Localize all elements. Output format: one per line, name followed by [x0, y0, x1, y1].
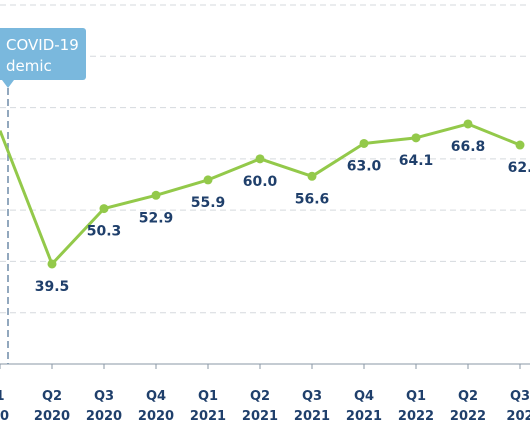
value-labels: 39.5 50.3 52.9 55.9 60.0 56.6 63.0 64.1 66.8 62. [35, 139, 530, 295]
series-line [0, 122, 521, 266]
x-tick-label-year: 2022 [450, 409, 486, 424]
x-tick-label-quarter: Q2 [250, 389, 270, 404]
x-tick-label-quarter: Q1 [198, 389, 218, 404]
gridlines [0, 4, 530, 365]
covid-callout: COVID-19 demic [0, 28, 86, 88]
x-tick-label-quarter: Q3 [302, 389, 322, 404]
covid-callout-pointer [2, 80, 14, 88]
data-label: 52.9 [139, 210, 174, 226]
x-tick-label-year: 2021 [346, 409, 382, 424]
data-point [307, 171, 317, 181]
data-point [359, 138, 369, 148]
data-point [515, 140, 525, 150]
data-point [151, 190, 161, 200]
x-tick-label-quarter: Q3 [510, 389, 530, 404]
x-tick-label-year: 2021 [242, 409, 278, 424]
x-tick-label-quarter: 1 [0, 389, 5, 404]
x-tick-label-year: 20 [0, 409, 9, 424]
x-tick-label-quarter: Q4 [146, 389, 166, 404]
data-point [411, 133, 421, 143]
x-tick-label-quarter: Q1 [406, 389, 426, 404]
x-axis-ticks: 1 20 Q2 2020 Q3 2020 Q4 2020 Q1 2021 Q2 2021 Q3 2021 Q… [0, 364, 530, 424]
data-label: 62. [508, 160, 530, 176]
data-point [47, 259, 57, 269]
x-tick-label-year: 2021 [294, 409, 330, 424]
x-tick-label-year: 2022 [398, 409, 434, 424]
data-point [255, 154, 265, 164]
x-tick-label-year: 2020 [34, 409, 70, 424]
x-tick-label-quarter: Q2 [42, 389, 62, 404]
data-point [203, 175, 213, 185]
data-point [463, 119, 473, 129]
data-label: 56.6 [295, 191, 330, 207]
data-point [99, 204, 109, 214]
x-tick-label-quarter: Q2 [458, 389, 478, 404]
data-label: 39.5 [35, 279, 70, 295]
data-label: 64.1 [399, 153, 434, 169]
data-label: 50.3 [87, 224, 122, 240]
covid-callout-line-1: COVID-19 [6, 36, 79, 54]
x-tick-label-year: 202 [506, 409, 530, 424]
covid-callout-line-2: demic [6, 57, 52, 75]
x-tick-label-year: 2020 [138, 409, 174, 424]
data-label: 63.0 [347, 158, 382, 174]
x-tick-label-year: 2020 [86, 409, 122, 424]
data-label: 60.0 [243, 174, 278, 190]
x-tick-label-quarter: Q4 [354, 389, 374, 404]
data-label: 55.9 [191, 195, 226, 211]
x-tick-label-year: 2021 [190, 409, 226, 424]
covid-callout-box [0, 28, 86, 80]
series-layer [0, 119, 525, 269]
data-label: 66.8 [451, 139, 486, 155]
x-tick-label-quarter: Q3 [94, 389, 114, 404]
